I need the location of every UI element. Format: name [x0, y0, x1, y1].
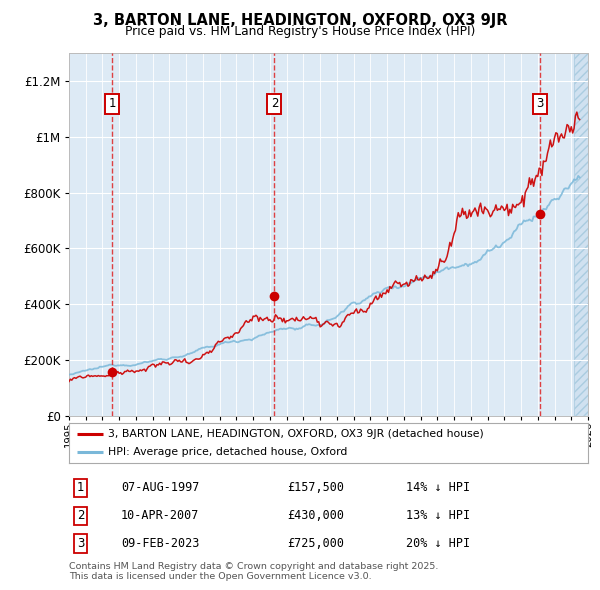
Text: 13% ↓ HPI: 13% ↓ HPI: [406, 509, 470, 522]
Text: 3, BARTON LANE, HEADINGTON, OXFORD, OX3 9JR: 3, BARTON LANE, HEADINGTON, OXFORD, OX3 …: [93, 13, 507, 28]
Text: 3, BARTON LANE, HEADINGTON, OXFORD, OX3 9JR (detached house): 3, BARTON LANE, HEADINGTON, OXFORD, OX3 …: [108, 429, 484, 439]
Text: 14% ↓ HPI: 14% ↓ HPI: [406, 481, 470, 494]
Text: 1: 1: [109, 97, 116, 110]
Text: 2: 2: [271, 97, 278, 110]
Text: HPI: Average price, detached house, Oxford: HPI: Average price, detached house, Oxfo…: [108, 447, 347, 457]
Text: 1: 1: [77, 481, 84, 494]
Bar: [574, 53, 588, 416]
Text: £430,000: £430,000: [287, 509, 344, 522]
Text: 3: 3: [77, 537, 84, 550]
Text: 20% ↓ HPI: 20% ↓ HPI: [406, 537, 470, 550]
Text: Price paid vs. HM Land Registry's House Price Index (HPI): Price paid vs. HM Land Registry's House …: [125, 25, 475, 38]
Bar: [574, 53, 588, 416]
Text: £725,000: £725,000: [287, 537, 344, 550]
Text: 3: 3: [536, 97, 544, 110]
Text: Contains HM Land Registry data © Crown copyright and database right 2025.
This d: Contains HM Land Registry data © Crown c…: [69, 562, 439, 581]
Text: 07-AUG-1997: 07-AUG-1997: [121, 481, 199, 494]
Text: 2: 2: [77, 509, 84, 522]
Text: 10-APR-2007: 10-APR-2007: [121, 509, 199, 522]
Text: £157,500: £157,500: [287, 481, 344, 494]
Text: 09-FEB-2023: 09-FEB-2023: [121, 537, 199, 550]
